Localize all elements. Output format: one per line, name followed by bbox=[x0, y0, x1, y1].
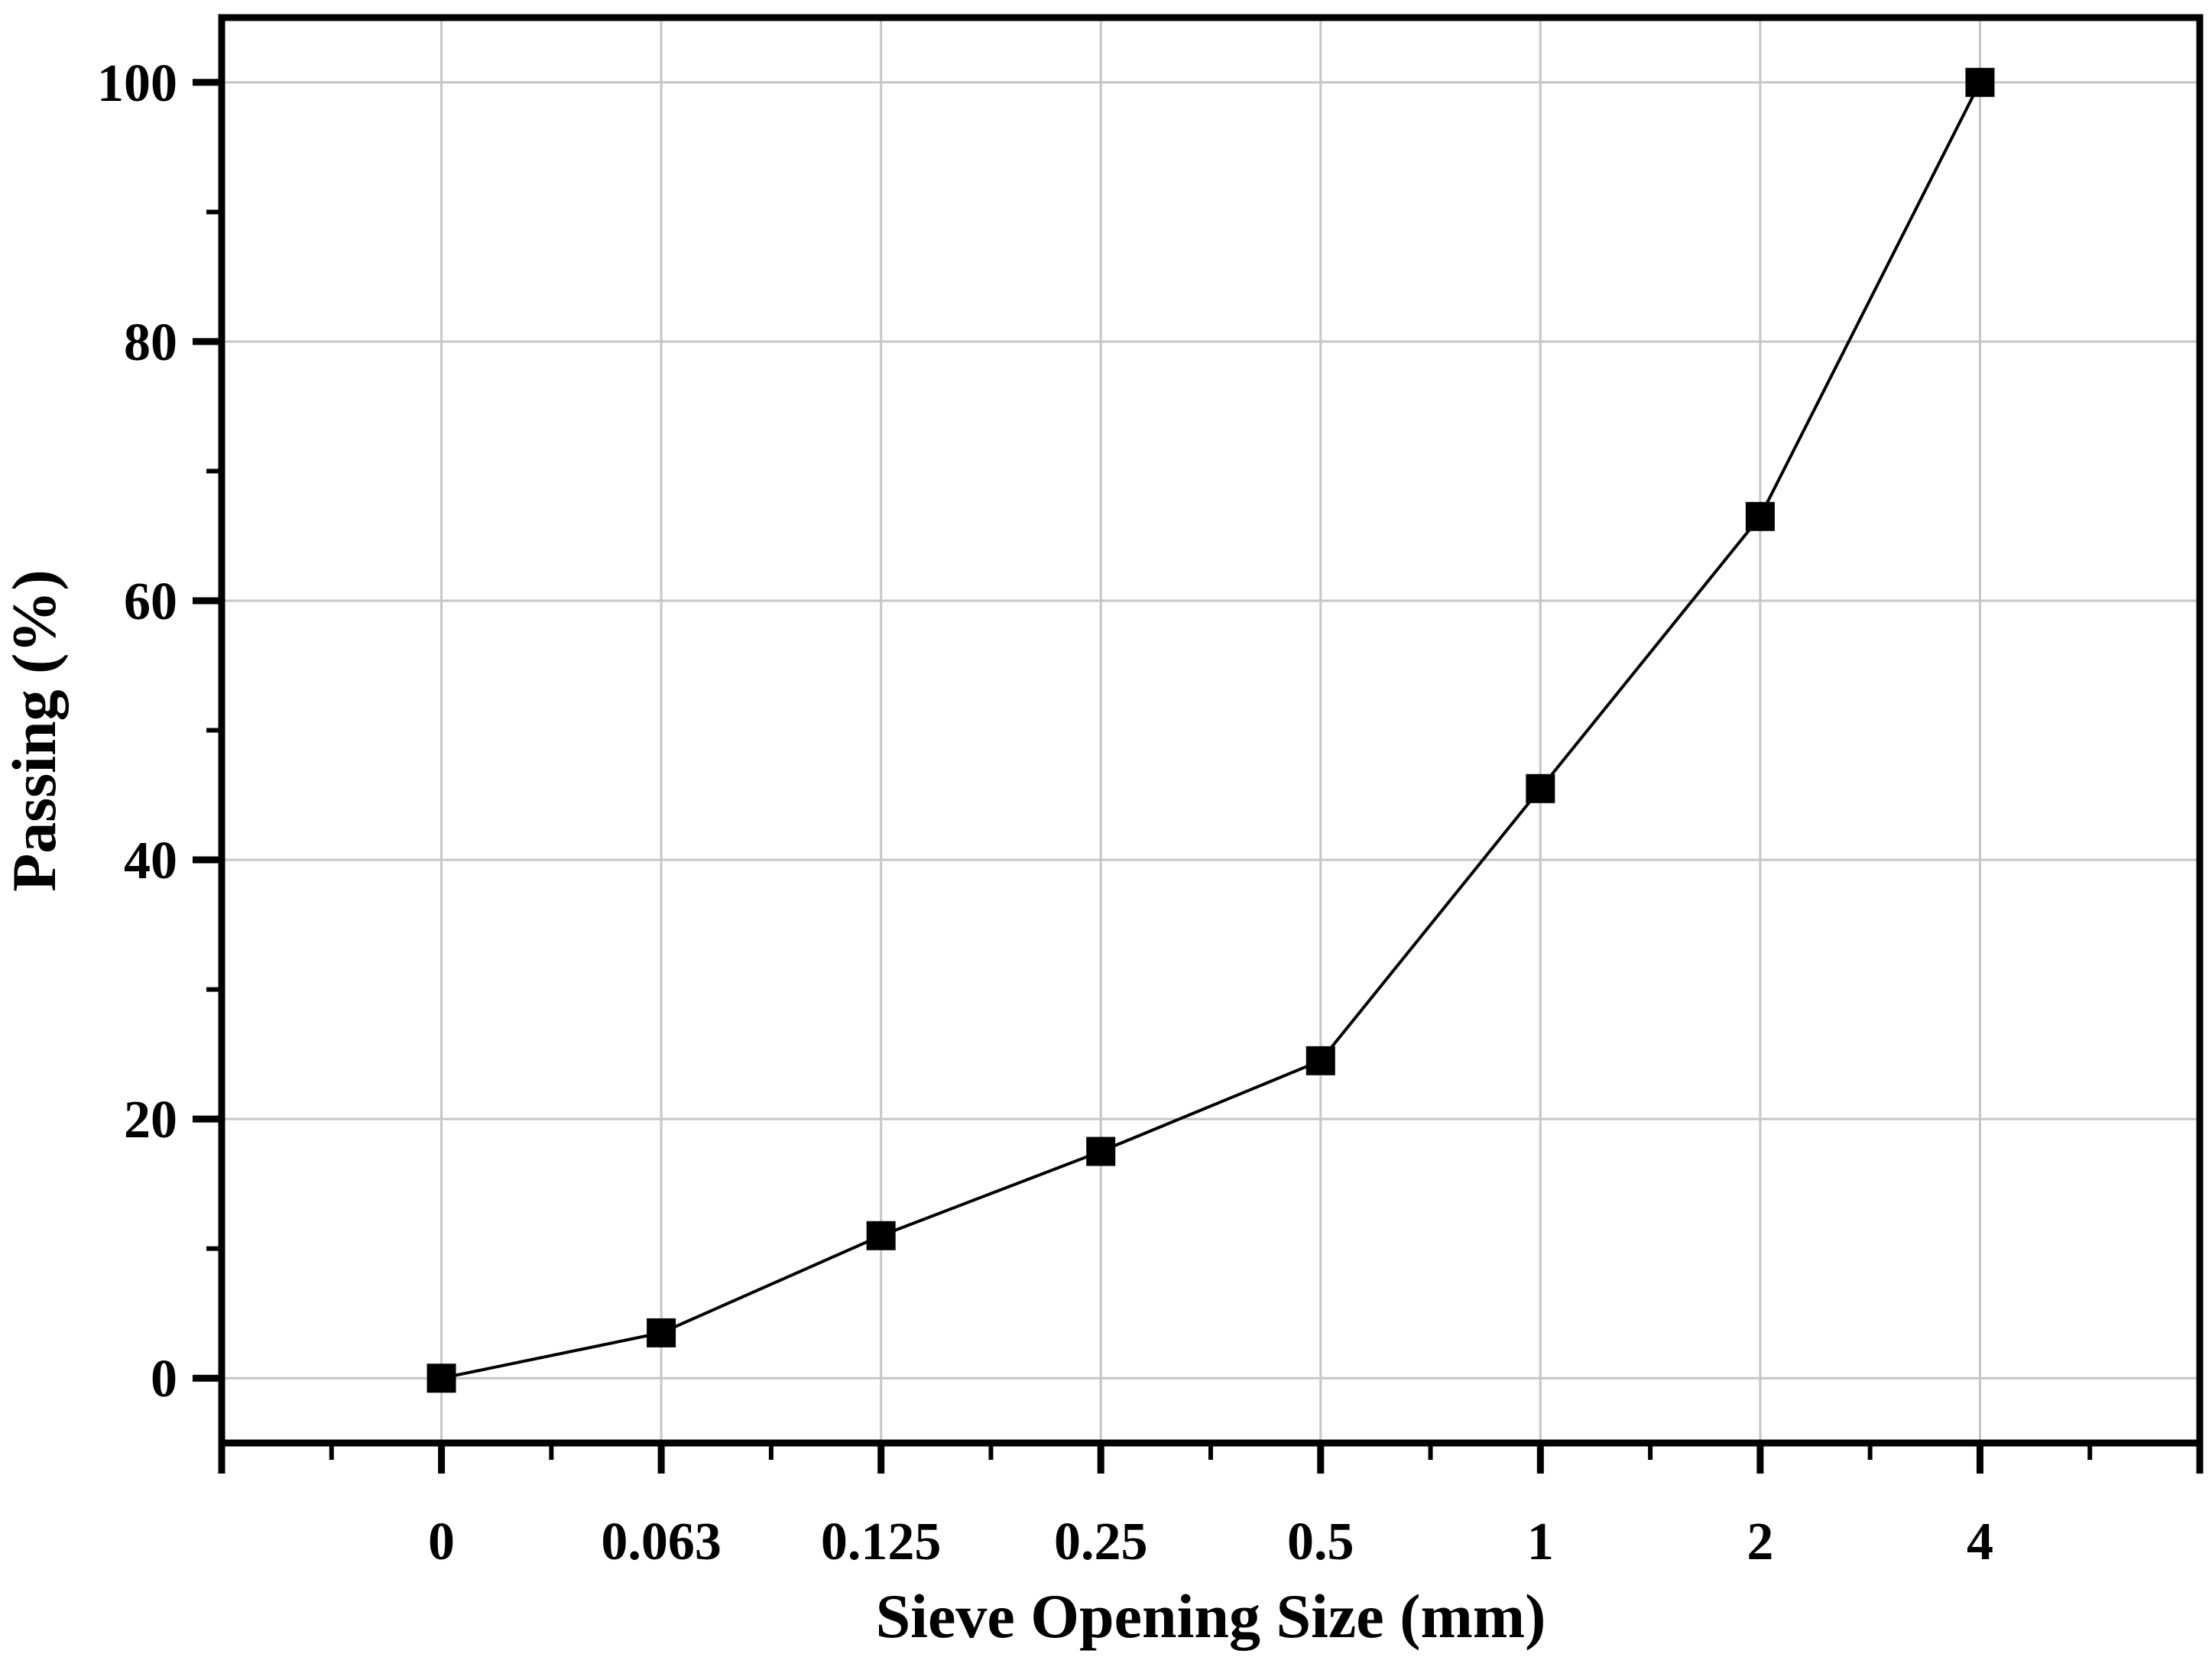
data-point-marker bbox=[1745, 501, 1775, 531]
x-tick-label: 0.5 bbox=[1287, 1513, 1354, 1571]
data-point-marker bbox=[647, 1318, 676, 1347]
data-point-marker bbox=[1965, 67, 1995, 97]
data-point-marker bbox=[1086, 1137, 1116, 1166]
x-tick-label: 2 bbox=[1747, 1513, 1773, 1571]
data-series-layer bbox=[427, 67, 1995, 1393]
x-tick-label: 0.063 bbox=[601, 1513, 722, 1571]
y-axis-title: Passing (%) bbox=[0, 569, 69, 891]
y-tick-label: 100 bbox=[97, 54, 177, 113]
grid-layer bbox=[222, 18, 2200, 1443]
x-tick-label: 1 bbox=[1527, 1513, 1554, 1571]
data-point-marker bbox=[427, 1364, 456, 1393]
data-point-marker bbox=[1305, 1046, 1335, 1075]
y-tick-label: 80 bbox=[124, 313, 177, 372]
y-tick-label: 60 bbox=[124, 572, 177, 631]
x-tick-label: 0 bbox=[428, 1513, 455, 1571]
x-axis-title: Sieve Opening Size (mm) bbox=[876, 1581, 1546, 1651]
x-tick-label: 4 bbox=[1967, 1513, 1993, 1571]
y-tick-label: 40 bbox=[124, 832, 177, 890]
axis-frame-and-ticks bbox=[193, 14, 2204, 1474]
data-point-marker bbox=[866, 1221, 896, 1250]
y-tick-label: 20 bbox=[124, 1091, 177, 1150]
y-tick-label: 0 bbox=[151, 1350, 177, 1409]
x-tick-label: 0.125 bbox=[821, 1513, 942, 1571]
series-line bbox=[441, 81, 1982, 1380]
data-point-marker bbox=[1526, 773, 1555, 803]
x-tick-label: 0.25 bbox=[1054, 1513, 1148, 1571]
